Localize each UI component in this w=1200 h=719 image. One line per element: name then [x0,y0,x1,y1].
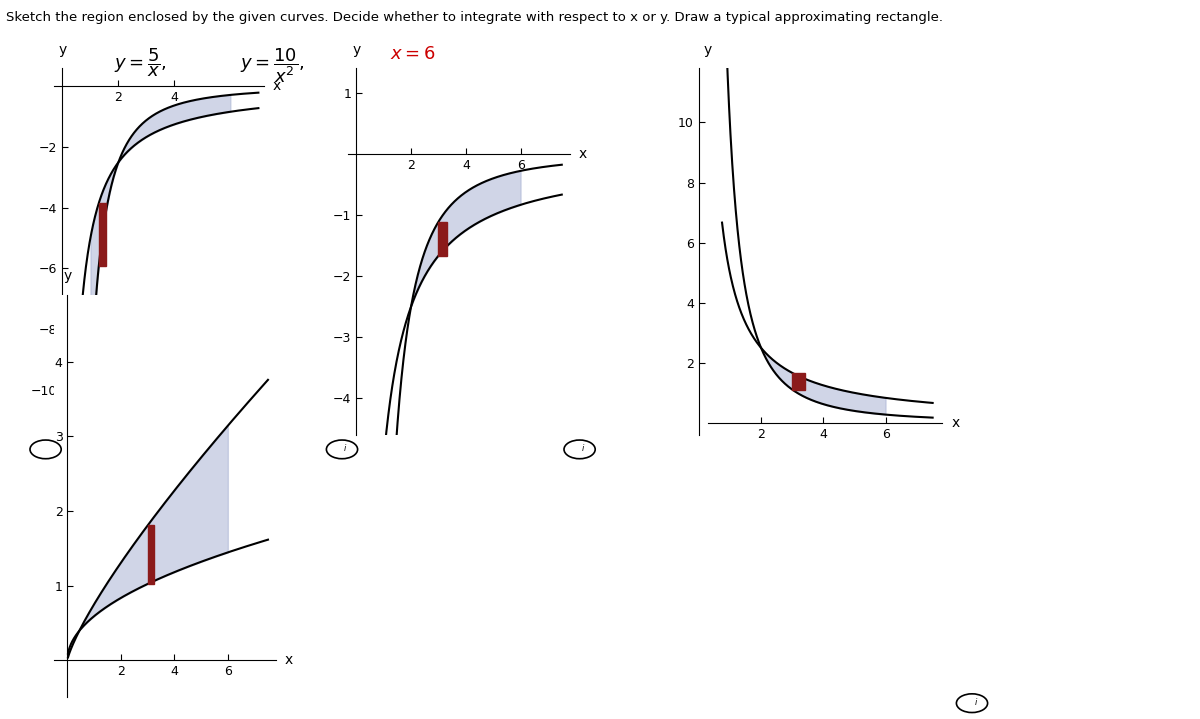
Text: y: y [64,269,72,283]
Bar [438,221,446,256]
Bar [792,373,805,390]
Text: $y = \dfrac{5}{x},$: $y = \dfrac{5}{x},$ [114,47,167,79]
Text: i: i [343,444,346,453]
Bar [148,526,155,584]
Text: $x = 6$: $x = 6$ [390,45,436,63]
Text: $y = \dfrac{10}{x^2},$: $y = \dfrac{10}{x^2},$ [240,47,305,86]
Text: y: y [704,43,712,58]
Text: y: y [352,43,360,58]
Text: Sketch the region enclosed by the given curves. Decide whether to integrate with: Sketch the region enclosed by the given … [6,11,943,24]
Text: x: x [578,147,587,161]
Bar [98,203,106,266]
Text: i: i [974,698,977,707]
Text: x: x [272,80,281,93]
Text: x: x [952,416,960,430]
Text: x: x [284,653,293,667]
Text: i: i [582,444,584,453]
Text: y: y [59,43,66,58]
